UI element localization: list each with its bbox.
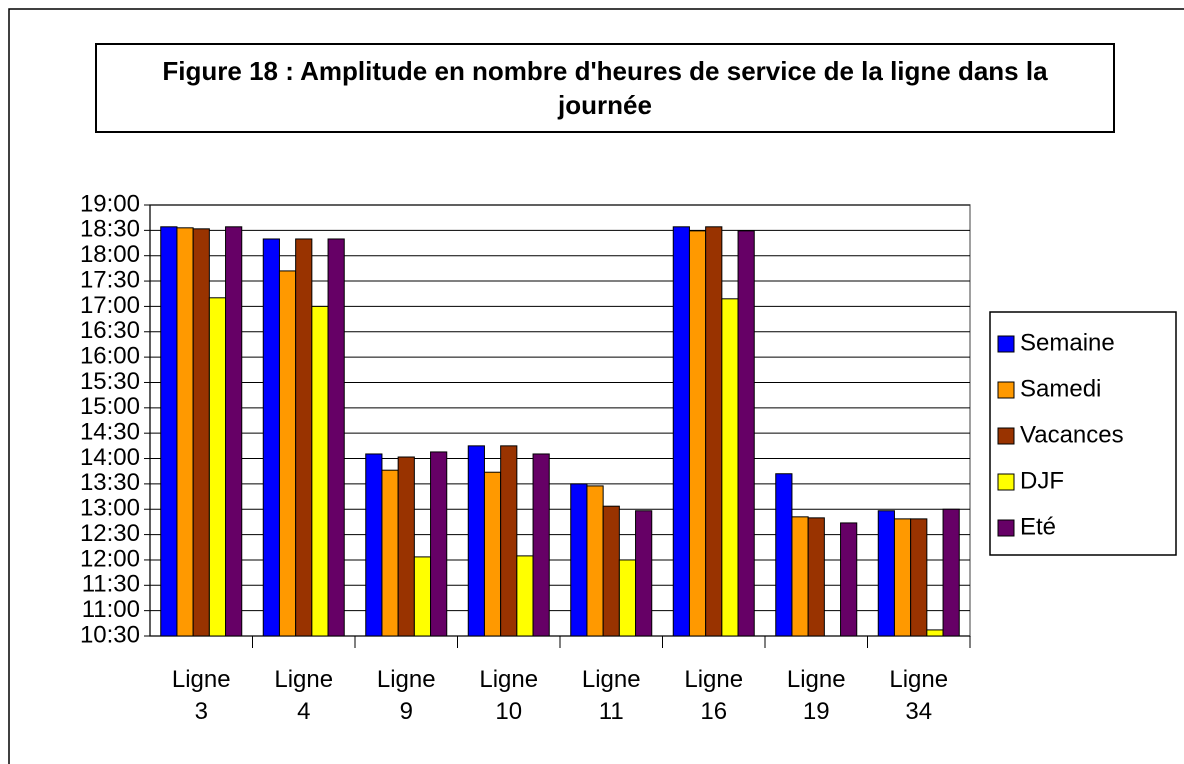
legend-swatch	[997, 519, 1015, 537]
bar	[176, 227, 194, 637]
bar	[295, 238, 313, 637]
bar	[570, 483, 588, 637]
legend-swatch	[997, 335, 1015, 353]
bar	[705, 226, 723, 637]
y-tick-label: 18:30	[80, 216, 140, 243]
legend-swatch	[997, 427, 1015, 445]
y-tick-label: 15:30	[80, 368, 140, 395]
y-tick-label: 14:00	[80, 444, 140, 471]
bar	[910, 518, 928, 637]
bar	[688, 230, 707, 637]
bar	[500, 445, 518, 637]
y-tick-label: 16:30	[80, 317, 140, 344]
legend-swatch	[997, 381, 1015, 399]
bar	[807, 517, 825, 637]
legend-label: DJF	[1020, 467, 1064, 494]
y-tick-label: 12:00	[80, 545, 140, 572]
x-tick-label: Ligne 16	[684, 666, 744, 725]
x-tick-label: Ligne 19	[786, 666, 846, 725]
bar	[381, 469, 399, 637]
y-tick-label: 16:00	[80, 342, 140, 369]
bar	[893, 518, 912, 637]
bar	[791, 516, 809, 637]
y-tick-label: 10:30	[80, 621, 140, 648]
bar	[602, 505, 620, 637]
y-tick-label: 11:30	[82, 571, 140, 598]
y-tick-label: 11:00	[82, 596, 140, 623]
bar	[430, 451, 448, 637]
y-tick-label: 12:30	[80, 520, 140, 547]
bar	[278, 270, 297, 637]
bar	[672, 226, 690, 637]
bar	[160, 226, 178, 637]
bar	[877, 510, 895, 637]
bar	[775, 473, 793, 637]
chart-title: Figure 18 : Amplitude en nombre d'heures…	[95, 43, 1115, 133]
x-tick-label: Ligne 4	[274, 666, 334, 725]
legend-label: Eté	[1020, 513, 1056, 540]
legend-label: Samedi	[1020, 375, 1101, 402]
bar	[365, 453, 383, 637]
x-tick-label: Ligne 9	[376, 666, 436, 725]
bar	[413, 556, 432, 637]
bar	[467, 445, 485, 637]
legend-box	[989, 311, 1177, 556]
bar	[586, 485, 604, 637]
chart-border	[8, 8, 1184, 764]
bar	[262, 238, 280, 637]
y-tick-label: 17:30	[80, 266, 140, 293]
legend-label: Vacances	[1020, 421, 1124, 448]
bar	[840, 522, 858, 637]
bar	[483, 471, 502, 637]
bar	[926, 629, 944, 637]
y-tick-label: 18:00	[80, 241, 140, 268]
bar	[208, 297, 227, 637]
bar	[225, 226, 243, 637]
y-tick-label: 17:00	[80, 292, 140, 319]
y-tick-label: 15:00	[80, 393, 140, 420]
bar	[618, 559, 637, 637]
bar	[721, 298, 739, 637]
bar	[327, 238, 345, 637]
bar	[192, 228, 210, 637]
y-tick-label: 19:00	[80, 190, 140, 217]
bar	[516, 555, 534, 637]
y-tick-label: 13:00	[80, 495, 140, 522]
bar	[737, 230, 755, 637]
bar	[532, 453, 550, 637]
legend-label: Semaine	[1020, 329, 1115, 356]
x-tick-label: Ligne 34	[889, 666, 949, 725]
x-tick-label: Ligne 3	[171, 666, 231, 725]
legend-swatch	[997, 473, 1015, 491]
x-tick-label: Ligne 10	[479, 666, 539, 725]
x-tick-label: Ligne 11	[581, 666, 641, 725]
y-tick-label: 14:30	[80, 419, 140, 446]
bar	[397, 456, 415, 637]
bar	[635, 510, 653, 637]
bar	[311, 305, 329, 637]
bar	[942, 508, 960, 637]
y-tick-label: 13:30	[80, 469, 140, 496]
